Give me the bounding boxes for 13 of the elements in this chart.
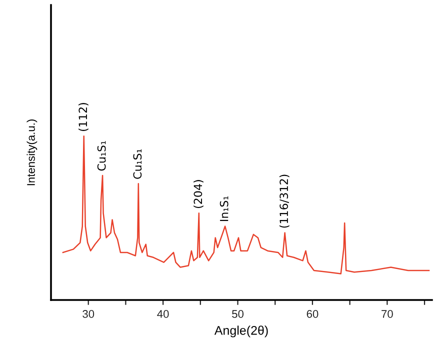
annotation: (116/312) [279, 174, 290, 228]
y-axis-title: Intensity(a.u.) [26, 120, 38, 186]
x-tick-label: 40 [157, 310, 169, 318]
x-axis-title: Angle(2θ) [214, 326, 268, 338]
x-tick-label: 30 [82, 310, 94, 318]
x-tick-label: 60 [306, 310, 318, 318]
annotation: (112) [78, 103, 88, 131]
annotation: Cu₁S₁ [97, 141, 106, 171]
annotation: (204) [194, 180, 204, 208]
annotation: In₁S₁ [220, 196, 228, 221]
x-tick-label: 70 [382, 310, 393, 318]
annotation: Cu₁S₁ [133, 149, 142, 179]
x-tick-label: 50 [232, 310, 244, 318]
